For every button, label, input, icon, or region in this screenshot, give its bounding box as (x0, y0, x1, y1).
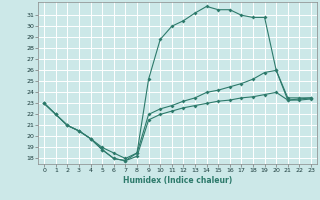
X-axis label: Humidex (Indice chaleur): Humidex (Indice chaleur) (123, 176, 232, 185)
